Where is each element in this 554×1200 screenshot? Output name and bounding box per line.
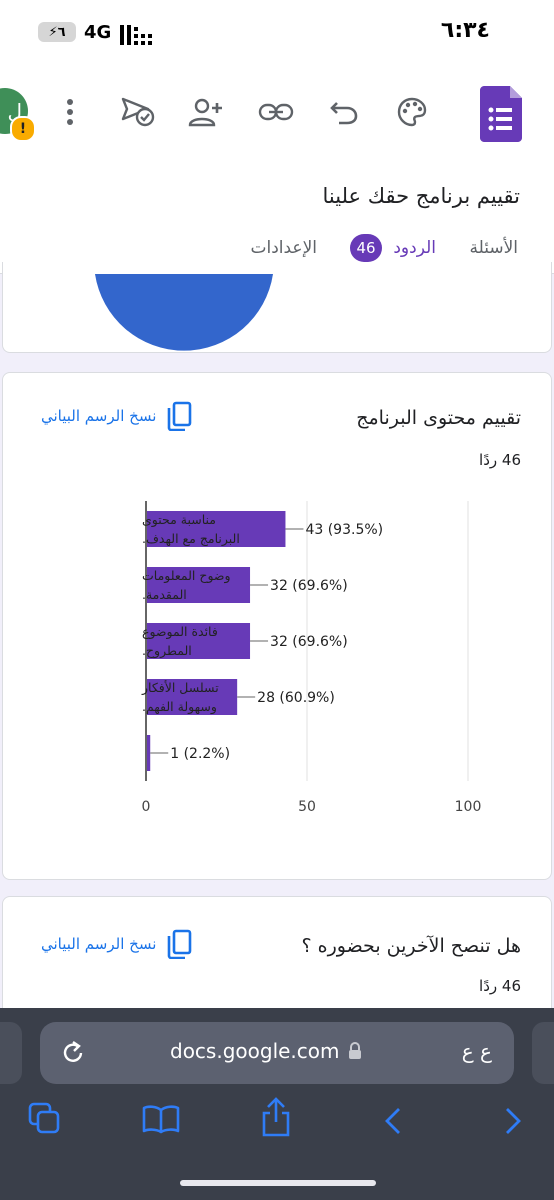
category-label: وسهولة الفهم.: [142, 699, 217, 715]
copy-chart-button[interactable]: نسخ الرسم البياني: [41, 929, 192, 959]
category-label: مناسبة محتوى: [142, 512, 216, 528]
response-count: 46 ردًا: [479, 451, 521, 469]
pie-chart-slice: [95, 274, 273, 351]
battery-level: ٦: [57, 24, 66, 40]
category-label: فائدة الموضوع: [142, 624, 218, 640]
tabs-icon[interactable]: [28, 1102, 62, 1136]
response-count: 46 ردًا: [479, 977, 521, 995]
alert-badge-icon: !: [10, 116, 36, 142]
forms-toolbar: ل !: [0, 66, 554, 166]
url-display: docs.google.com: [170, 1039, 362, 1063]
category-label: وضوح المعلومات: [142, 568, 231, 584]
tab-responses[interactable]: الردود: [393, 238, 436, 258]
next-tab-preview[interactable]: [532, 1022, 554, 1084]
bar: [147, 511, 286, 547]
palette-icon[interactable]: [392, 92, 432, 132]
send-icon[interactable]: [118, 92, 158, 132]
data-label: 32 (69.6%): [270, 578, 348, 594]
category-label: البرنامج مع الهدف.: [142, 531, 240, 547]
more-vert-icon[interactable]: [50, 92, 90, 132]
back-arrow-icon[interactable]: [382, 1106, 404, 1136]
add-person-icon[interactable]: [186, 92, 226, 132]
bar: [147, 679, 238, 715]
data-label: 28 (60.9%): [257, 690, 335, 706]
responses-count-badge: 46: [350, 234, 382, 262]
copy-chart-label: نسخ الرسم البياني: [41, 935, 157, 953]
form-header: تقييم برنامج حقك علينا الأسئلة الردود 46…: [0, 166, 554, 274]
forward-arrow-icon[interactable]: [502, 1106, 524, 1136]
form-title: تقييم برنامج حقك علينا: [322, 184, 520, 208]
category-label: المطروح.: [142, 643, 192, 659]
x-tick-label: 0: [142, 799, 151, 815]
question-card-content-rating: تقييم محتوى البرنامج 46 ردًا نسخ الرسم ا…: [2, 372, 552, 880]
alert-mark: !: [19, 121, 27, 137]
data-label: 43 (93.5%): [305, 522, 383, 538]
link-icon[interactable]: [256, 92, 296, 132]
question-title: هل تنصح الآخرين بحضوره ؟: [301, 935, 521, 957]
bookmarks-icon[interactable]: [142, 1104, 180, 1134]
home-indicator: [180, 1180, 376, 1186]
data-label: 1 (2.2%): [170, 746, 230, 762]
pie-chart-card: [2, 262, 552, 353]
tab-settings[interactable]: الإعدادات: [250, 238, 317, 258]
reload-icon[interactable]: [60, 1040, 86, 1066]
status-bar: ٦:٣٤ ⚡ ٦ 4G: [0, 0, 554, 66]
forms-logo-icon[interactable]: [480, 86, 522, 142]
battery-icon: ⚡ ٦: [38, 22, 76, 42]
bar: [147, 735, 151, 771]
tab-questions[interactable]: الأسئلة: [469, 238, 518, 258]
copy-icon: [168, 929, 192, 959]
network-type: 4G: [84, 22, 112, 43]
x-tick-label: 50: [298, 799, 316, 815]
share-icon[interactable]: [260, 1096, 292, 1138]
status-time: ٦:٣٤: [440, 18, 490, 43]
lock-icon: [348, 1042, 361, 1059]
copy-chart-button[interactable]: نسخ الرسم البياني: [41, 401, 192, 431]
signal-icon: [120, 25, 152, 45]
copy-icon: [168, 401, 192, 431]
prev-tab-preview[interactable]: [0, 1022, 22, 1084]
undo-icon[interactable]: [324, 92, 364, 132]
copy-chart-label: نسخ الرسم البياني: [41, 407, 157, 425]
category-label: تسلسل الأفكار: [141, 680, 219, 696]
bar-chart: 0 50 100 43 (93.5%) مناسبة محتوى البرنامج مع …: [141, 501, 482, 815]
category-label: المقدمة.: [142, 587, 187, 602]
question-title: تقييم محتوى البرنامج: [356, 407, 521, 429]
bar: [147, 567, 251, 603]
bar: [147, 623, 251, 659]
data-label: 32 (69.6%): [270, 634, 348, 650]
url-text: docs.google.com: [170, 1039, 340, 1063]
text-size-button[interactable]: ع ع: [461, 1039, 494, 1063]
browser-bottom-bar: docs.google.com ع ع: [0, 1008, 554, 1200]
address-bar[interactable]: docs.google.com ع ع: [40, 1022, 514, 1084]
x-tick-label: 100: [455, 799, 482, 815]
